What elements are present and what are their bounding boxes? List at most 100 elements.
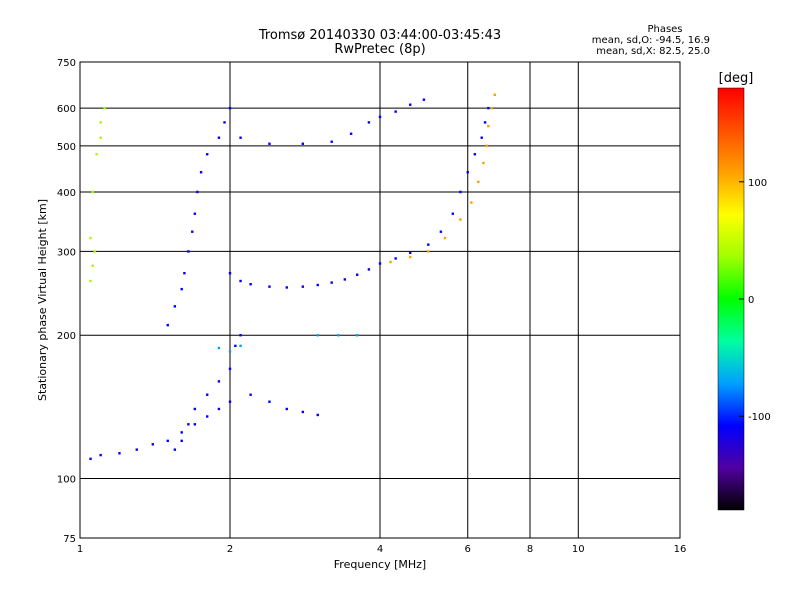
grid xyxy=(80,62,680,538)
scatter-point xyxy=(191,230,194,233)
scatter-point xyxy=(89,457,92,461)
chart-title: Tromsø 20140330 03:44:00-03:45:43 xyxy=(258,28,502,43)
scatter-point xyxy=(268,142,271,145)
scatter-point xyxy=(193,212,197,215)
scatter-point xyxy=(378,262,382,265)
scatter-point xyxy=(330,281,333,284)
y-tick-label: 500 xyxy=(57,142,76,153)
y-axis-ticks: 75 100 200 300 400 500 600 750 xyxy=(57,58,76,545)
scatter-point xyxy=(459,190,462,194)
scatter-point xyxy=(217,380,221,383)
x-tick-label: 2 xyxy=(227,544,233,555)
y-axis-label: Stationary phase Virtual Height [km] xyxy=(36,199,49,401)
scatter-point xyxy=(301,142,305,145)
scatter-point xyxy=(166,323,169,327)
scatter-point xyxy=(367,268,371,271)
scatter-point xyxy=(166,439,169,443)
scatter-point xyxy=(394,257,397,260)
scatter-point xyxy=(394,110,397,113)
scatter-point xyxy=(422,98,426,101)
scatter-point xyxy=(249,283,252,286)
scatter-point xyxy=(118,452,121,455)
scatter-point xyxy=(239,334,242,337)
scatter-point xyxy=(337,334,340,337)
colorbar-tick-label: -100 xyxy=(748,412,771,423)
scatter-point xyxy=(459,218,462,221)
scatter-point xyxy=(180,439,183,443)
scatter-point xyxy=(409,103,412,106)
scatter-point xyxy=(193,423,197,426)
scatter-point xyxy=(427,243,430,246)
scatter-point xyxy=(443,236,447,240)
scatter-point xyxy=(482,161,485,165)
scatter-point xyxy=(480,136,483,139)
scatter-point xyxy=(316,334,319,337)
scatter-point xyxy=(355,273,359,276)
scatter-point xyxy=(343,278,347,281)
y-tick-label: 750 xyxy=(57,58,76,69)
scatter-point xyxy=(239,136,242,139)
colorbar: [deg] 100 0 -100 xyxy=(717,71,771,511)
scatter-point xyxy=(493,93,497,96)
scatter-point xyxy=(91,190,94,194)
scatter-point xyxy=(103,106,106,110)
scatter-point xyxy=(217,136,221,139)
scatter-point xyxy=(409,255,412,259)
scatter-point xyxy=(487,124,490,128)
phase-line-o: mean, sd,O: -94.5, 16.9 xyxy=(591,35,710,46)
scatter-point xyxy=(316,413,319,417)
x-tick-label: 1 xyxy=(77,544,83,555)
scatter-point xyxy=(183,272,186,275)
chart-subtitle: RwPretec (8p) xyxy=(334,42,426,57)
y-tick-label: 75 xyxy=(63,534,76,545)
x-tick-label: 8 xyxy=(527,544,533,555)
scatter-point xyxy=(466,171,469,174)
scatter-point xyxy=(355,334,359,337)
scatter-point xyxy=(330,140,333,143)
scatter-point xyxy=(187,423,190,426)
y-tick-label: 300 xyxy=(57,247,76,258)
scatter-point xyxy=(217,346,221,350)
phase-stats: Phases mean, sd,O: -94.5, 16.9 mean, sd,… xyxy=(560,24,710,57)
plot-frame xyxy=(79,61,681,539)
scatter-point xyxy=(91,264,94,267)
scatter-point xyxy=(95,153,98,156)
scatter-point xyxy=(367,121,371,124)
scatter-point xyxy=(99,453,102,457)
scatter-point xyxy=(234,344,237,348)
scatter-point xyxy=(217,407,221,411)
y-tick-label: 100 xyxy=(57,475,76,486)
scatter-point xyxy=(487,106,490,110)
scatter-points xyxy=(89,93,497,461)
scatter-point xyxy=(187,250,190,253)
scatter-point xyxy=(99,136,102,139)
scatter-point xyxy=(483,121,487,124)
scatter-point xyxy=(485,144,488,148)
x-axis-ticks: 1 2 4 6 8 10 16 xyxy=(77,544,687,555)
y-tick-label: 400 xyxy=(57,188,76,199)
scatter-point xyxy=(239,279,242,283)
colorbar-tick-label: 0 xyxy=(748,295,754,306)
scatter-point xyxy=(196,190,199,194)
scatter-point xyxy=(93,250,96,253)
scatter-point xyxy=(199,171,203,174)
y-tick-label: 600 xyxy=(57,104,76,115)
y-tick-label: 200 xyxy=(57,331,76,342)
scatter-point xyxy=(99,121,102,124)
scatter-point xyxy=(173,448,177,451)
scatter-point xyxy=(228,272,232,275)
scatter-point xyxy=(409,251,412,255)
scatter-point xyxy=(477,180,480,184)
scatter-point xyxy=(228,350,232,353)
scatter-point xyxy=(135,448,138,451)
scatter-point xyxy=(205,153,209,156)
scatter-point xyxy=(268,285,271,288)
scatter-point xyxy=(301,410,305,414)
scatter-point xyxy=(180,287,183,291)
scatter-point xyxy=(151,443,155,446)
scatter-point xyxy=(228,400,232,403)
colorbar-unit: [deg] xyxy=(719,71,754,86)
scatter-point xyxy=(223,121,226,124)
scatter-point xyxy=(205,415,209,418)
